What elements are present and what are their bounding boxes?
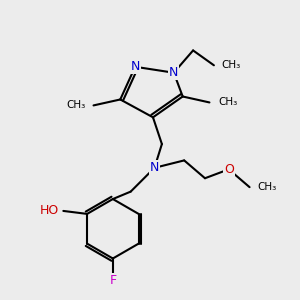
Text: CH₃: CH₃ (221, 60, 241, 70)
Text: N: N (169, 66, 178, 79)
Text: F: F (109, 274, 116, 287)
Text: CH₃: CH₃ (67, 100, 86, 110)
Text: CH₃: CH₃ (257, 182, 276, 192)
Text: CH₃: CH₃ (218, 98, 238, 107)
Text: N: N (130, 60, 140, 73)
Text: O: O (224, 163, 234, 176)
Text: HO: HO (40, 204, 59, 218)
Text: N: N (150, 161, 159, 174)
